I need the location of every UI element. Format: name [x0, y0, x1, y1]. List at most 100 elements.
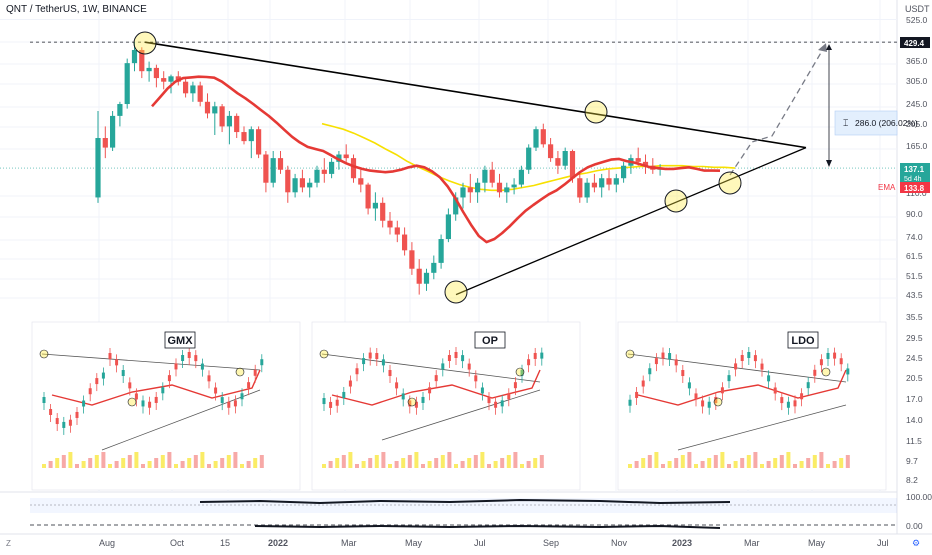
- inset-volume-bar: [641, 458, 646, 468]
- inset-candle: [200, 363, 204, 370]
- candle-body: [467, 187, 473, 193]
- candle-body: [153, 67, 159, 79]
- settings-gear-icon[interactable]: ⚙: [912, 538, 920, 548]
- price-tick: 14.0: [906, 415, 923, 425]
- inset-candle: [441, 363, 445, 370]
- candle-body: [548, 144, 554, 159]
- date-tick: 15: [220, 538, 230, 548]
- inset-candle: [447, 355, 451, 362]
- inset-volume-bar: [427, 461, 432, 468]
- inset-candle: [780, 397, 784, 404]
- candle-body: [190, 85, 196, 94]
- price-tick: 20.5: [906, 373, 923, 383]
- inset-trendline: [321, 353, 541, 383]
- candle-body: [336, 154, 342, 162]
- top-level-badge: 429.4: [900, 37, 930, 48]
- candle-body: [526, 147, 532, 170]
- inset-volume-bar: [720, 452, 725, 468]
- inset-volume-bar: [368, 458, 373, 468]
- current-price-badge: 137.1 5d 4h: [900, 163, 930, 183]
- inset-candle: [207, 375, 211, 382]
- inset-candle: [101, 372, 105, 379]
- candle-body: [234, 115, 240, 133]
- inset-volume-bar: [253, 458, 258, 468]
- inset-volume-bar: [401, 458, 406, 468]
- inset-volume-bar: [213, 461, 218, 468]
- candle-body: [204, 101, 211, 114]
- candle-body: [248, 129, 254, 142]
- date-tick: Aug: [99, 538, 115, 548]
- pivot-marker: [584, 100, 608, 124]
- pivot-marker: [444, 280, 468, 304]
- inset-candle: [194, 355, 198, 362]
- candle-body: [241, 132, 247, 142]
- candle-body: [394, 227, 400, 235]
- price-tick: 525.0: [906, 15, 928, 25]
- candle-body: [110, 115, 116, 148]
- inset-candle: [720, 387, 724, 394]
- inset-candle: [42, 397, 46, 403]
- inset-candle: [88, 388, 92, 395]
- inset-candle: [800, 393, 804, 400]
- inset-volume-bar: [160, 455, 165, 468]
- inset-volume-bar: [246, 461, 251, 468]
- inset-volume-bar: [799, 461, 804, 468]
- date-tick: Jul: [877, 538, 889, 548]
- price-tick: 11.5: [906, 436, 922, 446]
- date-tick: Nov: [611, 538, 628, 548]
- inset-candle: [461, 355, 465, 362]
- inset-candle: [661, 352, 665, 359]
- candle-body: [642, 161, 649, 166]
- inset-title-box: [787, 331, 819, 349]
- inset-candle: [635, 391, 639, 398]
- inset-candle: [141, 400, 145, 407]
- inset-volume-bar: [381, 452, 386, 468]
- candle-body: [489, 169, 495, 183]
- candle-body: [263, 154, 269, 183]
- measure-label[interactable]: ⌶ 286.0 (206.02%): [834, 110, 918, 136]
- ema-line: [151, 75, 721, 244]
- inset-candle: [826, 352, 830, 359]
- inset-candle: [727, 375, 731, 382]
- inset-pivot-marker: [713, 397, 723, 407]
- price-tick: 51.5: [906, 271, 923, 281]
- inset-candle: [760, 363, 764, 370]
- timezone-icon[interactable]: Z: [6, 539, 11, 548]
- candle-body: [409, 250, 415, 269]
- candle-body: [599, 178, 605, 188]
- price-axis[interactable]: 525.0 365.0 305.0 245.0 205.0 165.0 110.…: [906, 15, 932, 531]
- inset-candle: [253, 369, 257, 376]
- price-tick: 35.5: [906, 312, 923, 322]
- date-tick: Jul: [474, 538, 486, 548]
- inset-candle: [740, 355, 744, 362]
- currency-label: USDT: [905, 4, 930, 14]
- inset-candle: [161, 387, 165, 394]
- top-level-badge-bg: [900, 37, 930, 48]
- inset-volume-bar: [193, 455, 198, 468]
- price-tick: 74.0: [906, 232, 923, 242]
- candle-body: [475, 182, 481, 193]
- inset-candle: [115, 359, 119, 366]
- inset-candle: [322, 398, 326, 405]
- inset-candle: [395, 382, 399, 389]
- inset-volume-bar: [147, 461, 152, 468]
- pivot-marker: [664, 189, 688, 213]
- inset-candle: [434, 375, 438, 382]
- projection-arrow-head: [818, 43, 827, 52]
- inset-volume-bar: [520, 464, 524, 468]
- candle-body: [117, 104, 123, 116]
- date-axis[interactable]: Aug Oct 15 2022 Mar May Jul Sep Nov 2023…: [6, 538, 920, 548]
- ema-badge-bg: [900, 182, 930, 193]
- drawing-layer: [133, 31, 832, 304]
- inset-volume-bar: [454, 464, 458, 468]
- inset-volume-bar: [88, 458, 93, 468]
- date-tick: 2022: [268, 538, 288, 548]
- inset-candle: [813, 369, 817, 376]
- inset-candle: [714, 396, 718, 403]
- oscillator-band: [30, 498, 897, 513]
- ema-layer: [151, 75, 721, 244]
- date-tick: Oct: [170, 538, 185, 548]
- inset-candle: [694, 393, 698, 400]
- date-tick: Mar: [744, 538, 760, 548]
- inset-volume-bar: [421, 464, 425, 468]
